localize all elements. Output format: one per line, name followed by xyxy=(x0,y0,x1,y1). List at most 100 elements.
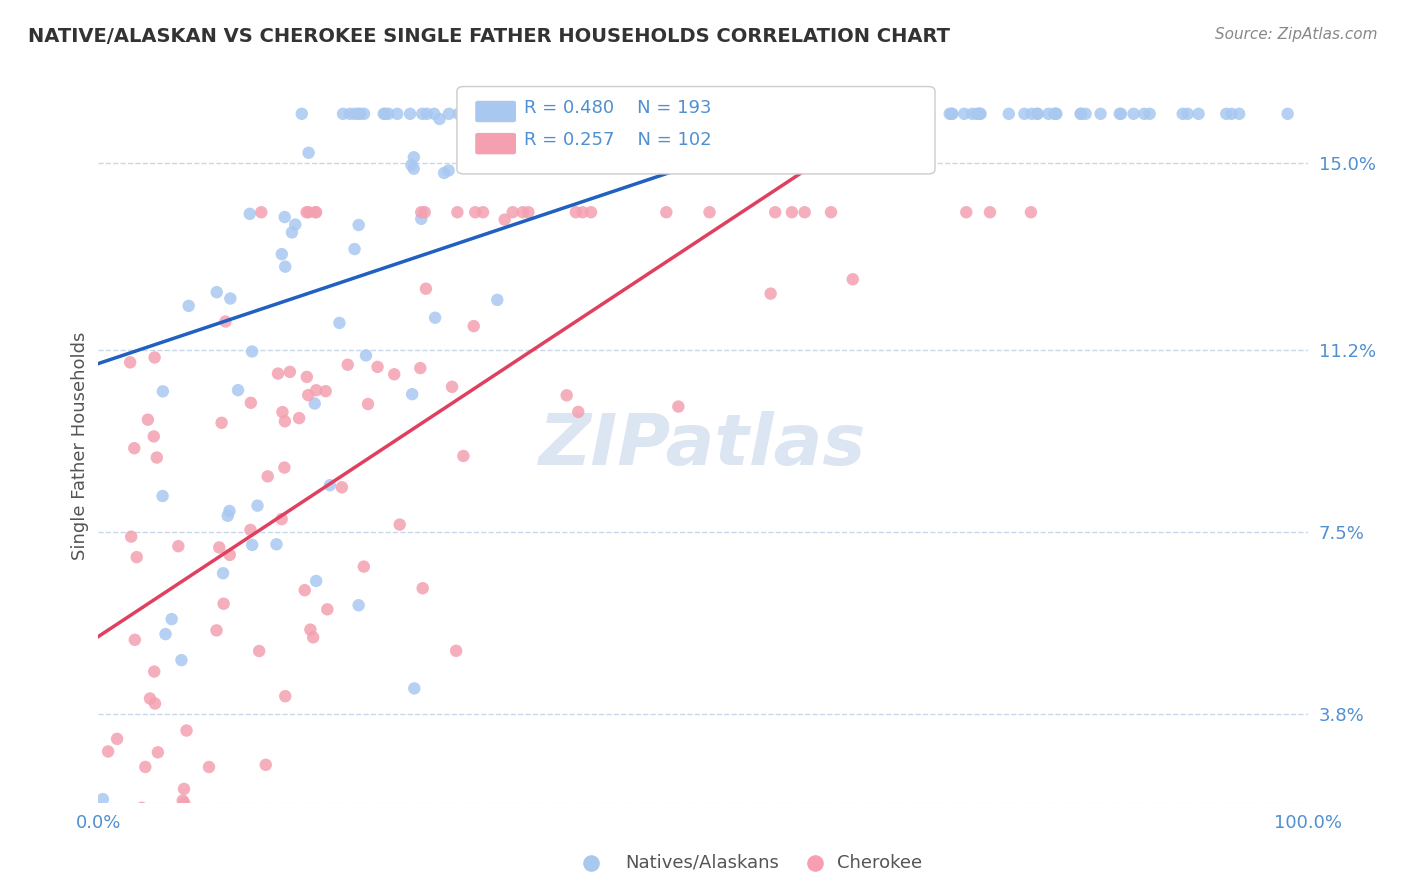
Cherokee xyxy=(336,358,359,372)
Natives/Alaskans xyxy=(689,107,711,121)
Cherokee xyxy=(316,602,339,616)
Natives/Alaskans xyxy=(160,612,183,626)
Text: ZIPatlas: ZIPatlas xyxy=(540,411,866,481)
Cherokee xyxy=(305,205,328,219)
Natives/Alaskans xyxy=(484,107,506,121)
Cherokee xyxy=(194,845,217,859)
Natives/Alaskans xyxy=(505,107,527,121)
Cherokee xyxy=(820,205,842,219)
Natives/Alaskans xyxy=(1026,107,1049,121)
Natives/Alaskans xyxy=(806,107,828,121)
Cherokee xyxy=(842,272,865,286)
Cherokee xyxy=(367,359,389,374)
Cherokee xyxy=(214,314,236,328)
Natives/Alaskans xyxy=(305,574,328,588)
Natives/Alaskans xyxy=(1070,107,1092,121)
Natives/Alaskans xyxy=(953,107,976,121)
Natives/Alaskans xyxy=(1177,107,1199,121)
Natives/Alaskans xyxy=(411,107,433,121)
Cherokee xyxy=(120,530,142,544)
Cherokee xyxy=(299,623,322,637)
Natives/Alaskans xyxy=(709,107,731,121)
Natives/Alaskans xyxy=(634,107,657,121)
Cherokee xyxy=(655,205,678,219)
Natives/Alaskans xyxy=(91,792,114,806)
Natives/Alaskans xyxy=(401,158,423,172)
Text: R = 0.257    N = 102: R = 0.257 N = 102 xyxy=(524,131,711,149)
Cherokee xyxy=(409,361,432,376)
Cherokee xyxy=(315,384,337,399)
Cherokee xyxy=(107,842,129,856)
Natives/Alaskans xyxy=(478,107,501,121)
Natives/Alaskans xyxy=(177,299,200,313)
Natives/Alaskans xyxy=(499,107,522,121)
Natives/Alaskans xyxy=(239,207,262,221)
Cherokee xyxy=(415,282,437,296)
Natives/Alaskans xyxy=(91,845,114,859)
Cherokee xyxy=(172,794,194,808)
Cherokee xyxy=(105,731,128,746)
Natives/Alaskans xyxy=(997,107,1019,121)
Cherokee xyxy=(271,405,294,419)
Natives/Alaskans xyxy=(960,107,983,121)
Natives/Alaskans xyxy=(1122,107,1144,121)
Natives/Alaskans xyxy=(1133,107,1156,121)
Cherokee xyxy=(124,441,146,455)
Natives/Alaskans xyxy=(319,478,342,492)
Natives/Alaskans xyxy=(1014,107,1036,121)
Natives/Alaskans xyxy=(734,107,756,121)
Natives/Alaskans xyxy=(941,107,963,121)
Cherokee xyxy=(763,205,786,219)
Natives/Alaskans xyxy=(969,107,991,121)
Natives/Alaskans xyxy=(789,107,811,121)
Cherokee xyxy=(211,416,233,430)
Natives/Alaskans xyxy=(578,107,600,121)
Natives/Alaskans xyxy=(522,107,544,121)
Natives/Alaskans xyxy=(568,107,591,121)
Natives/Alaskans xyxy=(546,107,568,121)
Natives/Alaskans xyxy=(332,107,354,121)
Cherokee xyxy=(388,517,411,532)
Natives/Alaskans xyxy=(429,112,451,126)
Cherokee xyxy=(294,583,316,598)
Natives/Alaskans xyxy=(240,538,263,552)
Cherokee xyxy=(759,286,782,301)
Natives/Alaskans xyxy=(266,537,288,551)
Cherokee xyxy=(666,400,689,414)
Natives/Alaskans xyxy=(814,107,837,121)
Cherokee xyxy=(464,205,486,219)
Cherokee xyxy=(502,205,524,219)
Natives/Alaskans xyxy=(640,107,662,121)
Natives/Alaskans xyxy=(343,242,366,256)
Natives/Alaskans xyxy=(1045,107,1067,121)
Natives/Alaskans xyxy=(860,107,883,121)
Natives/Alaskans xyxy=(882,107,904,121)
Cherokee xyxy=(143,351,166,365)
Natives/Alaskans xyxy=(1188,107,1211,121)
Cherokee xyxy=(411,205,433,219)
Natives/Alaskans xyxy=(281,226,304,240)
Natives/Alaskans xyxy=(411,211,433,226)
Natives/Alaskans xyxy=(565,107,588,121)
Cherokee xyxy=(793,205,815,219)
Cherokee xyxy=(297,388,319,402)
Natives/Alaskans xyxy=(733,107,755,121)
Natives/Alaskans xyxy=(374,107,396,121)
Natives/Alaskans xyxy=(1220,107,1243,121)
Cherokee xyxy=(412,581,434,595)
Natives/Alaskans xyxy=(641,107,664,121)
Cherokee xyxy=(512,205,534,219)
Natives/Alaskans xyxy=(274,260,297,274)
Natives/Alaskans xyxy=(1026,107,1049,121)
Natives/Alaskans xyxy=(967,107,990,121)
Natives/Alaskans xyxy=(297,145,319,160)
Natives/Alaskans xyxy=(284,218,307,232)
Natives/Alaskans xyxy=(806,107,828,121)
Cherokee xyxy=(120,355,142,369)
Natives/Alaskans xyxy=(938,107,960,121)
Cherokee xyxy=(353,559,375,574)
Text: Source: ZipAtlas.com: Source: ZipAtlas.com xyxy=(1215,27,1378,42)
Natives/Alaskans xyxy=(433,166,456,180)
Cherokee xyxy=(208,541,231,555)
Cherokee xyxy=(1019,205,1042,219)
